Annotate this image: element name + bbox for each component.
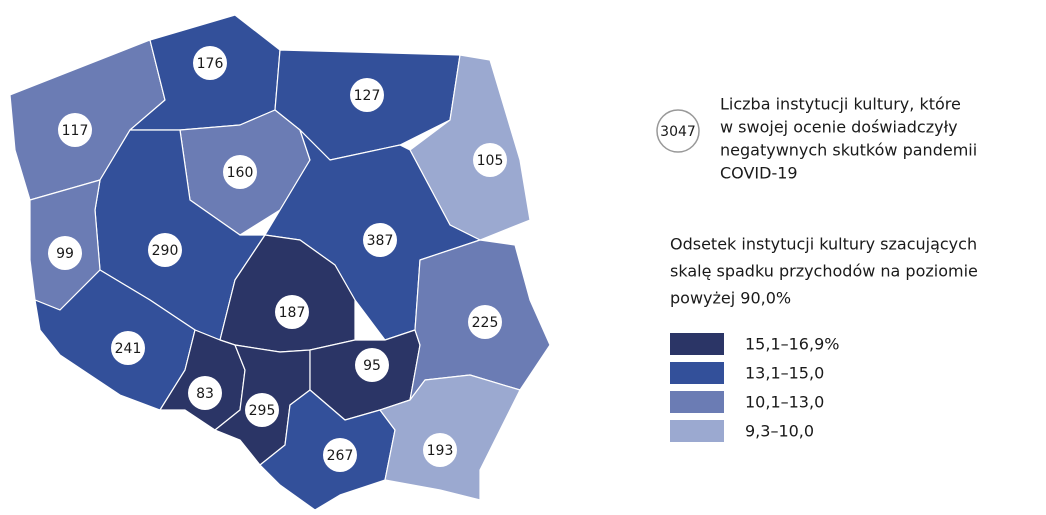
legend-swatch [670, 362, 724, 384]
legend-circle-text: COVID-19 [720, 164, 798, 183]
legend-circle [656, 109, 700, 153]
legend-title: powyżej 90,0% [670, 289, 791, 308]
legend-title: Odsetek instytucji kultury szacujących [670, 235, 977, 254]
region-circle [223, 155, 257, 189]
legend-circle-text: negatywnych skutków pandemii [720, 141, 977, 160]
region-circle [423, 433, 457, 467]
region-circle [323, 438, 357, 472]
region-label: 267 [327, 448, 354, 464]
region-circle [473, 143, 507, 177]
legend-swatch [670, 420, 724, 442]
region-circle [148, 233, 182, 267]
region-label: 176 [197, 56, 224, 72]
region-label: 187 [279, 305, 306, 321]
region-label: 127 [354, 88, 381, 104]
region-circle [58, 113, 92, 147]
legend-label: 13,1–15,0 [745, 364, 824, 383]
region-label: 387 [367, 233, 394, 249]
region-circle [468, 305, 502, 339]
legend-circle-label: 3047 [660, 124, 696, 140]
region-label: 225 [472, 315, 499, 331]
region-label: 295 [249, 403, 276, 419]
regions [9, 14, 551, 511]
region-label: 290 [152, 243, 179, 259]
region-label: 241 [115, 341, 142, 357]
region-labels: 117 176 127 105 160 290 99 387 187 241 83 295 95 225 2… [48, 46, 507, 472]
legend-swatch [670, 333, 724, 355]
legend-label: 10,1–13,0 [745, 393, 824, 412]
region-circle [350, 78, 384, 112]
region-label: 117 [62, 123, 89, 139]
region-circle [245, 393, 279, 427]
region-circle [111, 331, 145, 365]
legend-circle-text: w swojej ocenie doświadczyły [720, 118, 958, 137]
region-circle [193, 46, 227, 80]
region-label: 99 [56, 246, 74, 262]
legend-title: skalę spadku przychodów na poziomie [670, 262, 978, 281]
legend-label: 9,3–10,0 [745, 422, 814, 441]
region-label: 95 [363, 358, 381, 374]
region-circle [188, 376, 222, 410]
legend-circle-text: Liczba instytucji kultury, które [720, 95, 961, 114]
legend-swatch [670, 391, 724, 413]
region-label: 193 [427, 443, 454, 459]
region-circle [363, 223, 397, 257]
region-label: 83 [196, 386, 214, 402]
legend: Liczba instytucji kultury, które w swojej… [670, 95, 978, 442]
region-circle [48, 236, 82, 270]
region-label: 160 [227, 165, 254, 181]
region-circle [355, 348, 389, 382]
region-circle [275, 295, 309, 329]
region-label: 105 [477, 153, 504, 169]
legend-label: 15,1–16,9% [745, 335, 839, 354]
